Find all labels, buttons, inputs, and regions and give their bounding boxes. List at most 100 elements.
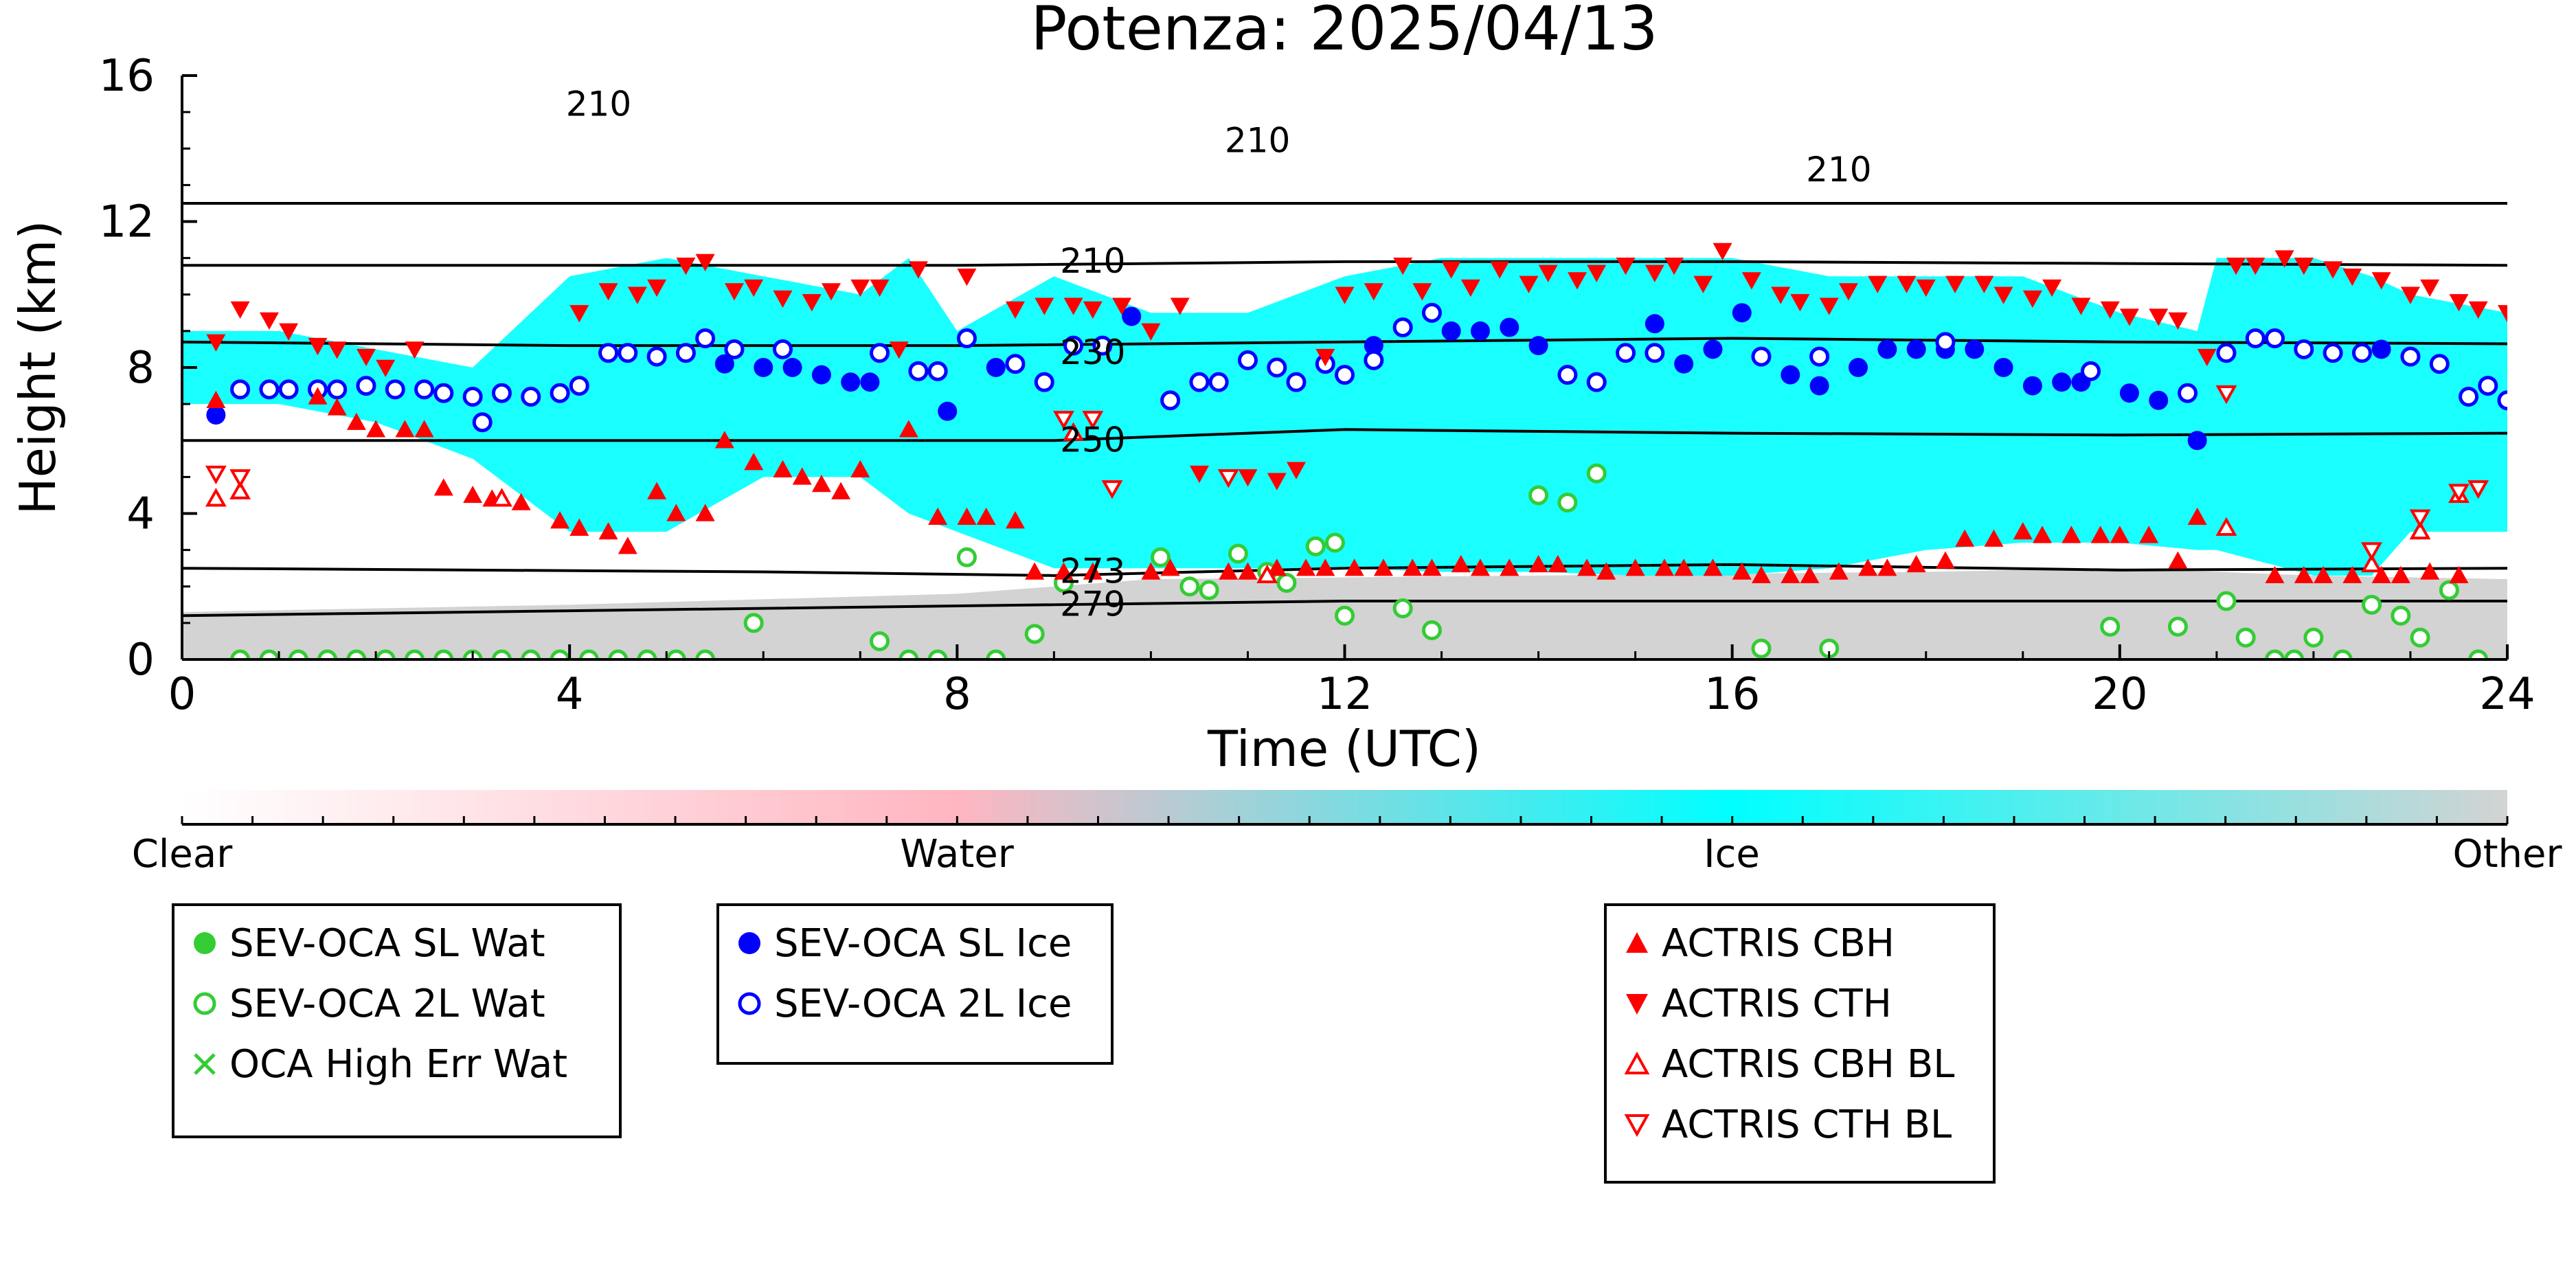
actris-cbh-point [2013,522,2033,540]
actris-cth-point [724,283,744,301]
actris-cbh-point [695,504,715,521]
actris-cth-point [327,341,347,359]
actris-cth-point [1741,272,1761,290]
actris-cbh-point [2371,565,2391,584]
sev-oca-sl-ice-point [782,358,802,377]
actris-cth-point [1083,301,1103,319]
contour-label: 210 [1225,121,1290,161]
actris-cbh-point [433,478,453,496]
actris-cth-point [2022,290,2042,308]
sev-oca-2l-wat-point [2362,594,2382,615]
sev-oca-2l-ice-point [1364,350,1384,370]
sev-oca-2l-ice-point [356,376,376,396]
actris-cbh-point [569,518,589,536]
actris-cth-point [1393,258,1413,275]
actris-cth-point [2449,294,2469,312]
actris-cth-point [1945,275,1965,293]
contour-line-230 [182,337,2507,348]
sev-oca-sl-ice-point [1500,317,1519,337]
actris-cth-point [2294,258,2314,275]
actris-cth-point [1490,261,1510,279]
y-tick-label: 4 [126,489,155,540]
actris-cth-point [1141,323,1161,341]
sev-oca-2l-ice-point [1616,343,1636,363]
sev-oca-2l-wat-point [2410,627,2430,648]
actris-cbh-point [792,467,812,485]
actris-cth-point [1412,283,1432,301]
sev-oca-2l-ice-point [2400,346,2421,367]
legend-water: SEV-OCA SL Wat SEV-OCA 2L Wat OCA High E… [172,903,622,1138]
sev-oca-2l-wat-point [1276,572,1297,593]
sev-oca-2l-ice-point [1092,335,1113,356]
filled-circle-icon [738,932,760,954]
actris-cth-point [598,283,618,301]
sev-oca-2l-wat-point [1335,605,1355,626]
actris-cbh-point [666,504,686,521]
actris-cbh-point [1054,562,1074,580]
axis-ticks: 0 4 8 12 16 20 24 0 4 8 12 16 [99,51,2535,720]
actris-cbh-point [598,522,618,540]
sev-oca-2l-wat-point [2303,627,2324,648]
sev-oca-2l-ice-point [2497,390,2507,411]
retrieval-markers [205,242,2507,659]
sev-oca-2l-ice-point [2245,328,2266,348]
colorbar-gradient [182,790,2507,824]
actris-cth-point [2246,258,2266,275]
legend-label: SEV-OCA SL Ice [774,920,1072,966]
actris-cth-point [908,261,928,279]
sev-oca-2l-ice-point [1189,372,1210,392]
colorbar-ticks [181,816,2509,824]
actris-cth-point [2468,301,2488,319]
actris-cth-point [1005,301,1025,319]
classification-colorbar: Clear Water Ice Other [132,790,2562,877]
actris-cbh-bl-point [1256,564,1278,584]
sev-oca-2l-wat-point [2468,649,2489,659]
sev-oca-2l-ice-point [2178,383,2198,403]
sev-oca-2l-ice-point [1063,335,1084,356]
actris-cth-point [695,253,715,271]
actris-cth-point [2071,297,2091,315]
colorbar-label-water: Water [900,832,1015,877]
legend-item-actris-cth: ACTRIS CTH [1622,982,1892,1026]
sev-oca-2l-wat-point [1228,543,1248,564]
actris-cth-point [1916,279,1936,297]
actris-cth-point [870,279,890,297]
sev-oca-sl-ice-point [1364,336,1383,356]
sev-oca-2l-wat-point [695,649,716,659]
sev-oca-sl-ice-point [860,372,880,392]
actris-cth-point [356,348,376,367]
contour-line-273 [182,563,2507,577]
sev-oca-sl-ice-point [1809,376,1829,396]
actris-cbh-bl-point [229,480,251,499]
sev-oca-2l-ice-point [927,361,948,381]
actris-cth-point [1664,258,1684,275]
ice-classification-area [182,258,2507,576]
actris-cth-point [802,294,822,312]
sev-oca-2l-ice-point [2265,328,2285,348]
sev-oca-2l-wat-point [578,649,599,659]
actris-cbh-point [744,453,764,471]
sev-oca-2l-ice-point [870,343,890,363]
actris-cth-point [2119,308,2139,326]
actris-cth-bl-point [1217,469,1239,488]
actris-cth-point [2100,301,2120,319]
triangle-up-open-icon [1624,1051,1650,1074]
x-tick-label: 0 [168,669,196,720]
sev-oca-2l-wat-point [1751,638,1772,659]
actris-cbh-point [1577,558,1597,576]
sev-oca-sl-ice-point [1470,321,1490,341]
sev-oca-2l-ice-point [2081,361,2101,381]
sev-oca-2l-wat-point [259,649,280,659]
actris-cbh-point [2090,526,2110,543]
sev-oca-2l-wat-point [986,649,1006,659]
sev-oca-2l-ice-point [278,379,299,400]
legend-item-actris-cth-bl: ACTRIS CTH BL [1622,1103,1952,1147]
sev-oca-2l-ice-point [472,412,493,433]
sev-oca-2l-wat-point [521,649,541,659]
sev-oca-2l-wat-point [1557,493,1578,513]
sev-oca-2l-ice-point [2323,343,2343,363]
actris-cth-point [308,337,328,356]
sev-oca-sl-ice-point [714,354,734,374]
